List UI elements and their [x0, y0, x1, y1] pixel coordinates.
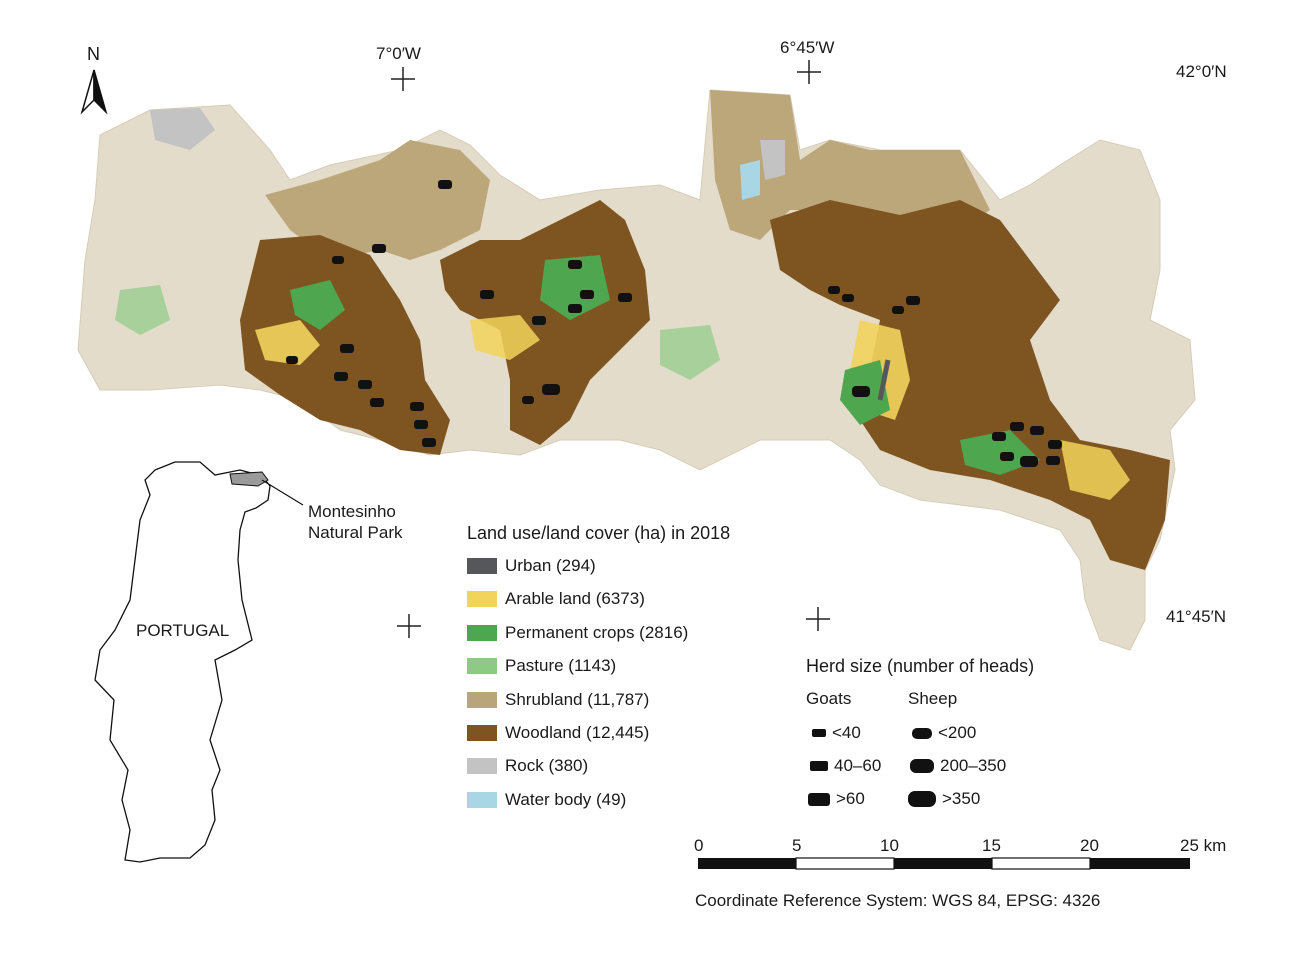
latitude-label-bottom: 41°45′N: [1166, 607, 1227, 626]
legend-title: Land use/land cover (ha) in 2018: [467, 523, 731, 543]
portugal-outline: [94, 461, 271, 863]
pasture-patch-1: [115, 285, 170, 335]
sheep-small-icon: [912, 727, 932, 739]
legend-item: Woodland (12,445): [467, 723, 649, 743]
crs-label: Coordinate Reference System: WGS 84, EPS…: [695, 891, 1101, 910]
inset-park-label-line2: Natural Park: [308, 523, 403, 542]
legend-item-label: Permanent crops (2816): [505, 622, 689, 642]
legend-item-label: Water body (49): [505, 789, 627, 809]
sheep-medium-label: 200–350: [940, 756, 1007, 775]
goats-label: Goats: [806, 689, 852, 708]
scale-tick-15: 15: [982, 836, 1001, 855]
graticule-cross-4: [806, 607, 830, 631]
goat-large-label: >60: [836, 789, 865, 808]
pasture-patch-2: [660, 325, 720, 380]
legend-item: Rock (380): [467, 756, 588, 776]
park-leader-line: [261, 479, 304, 506]
legend-item-label: Shrubland (11,787): [505, 689, 650, 709]
legend-item: Urban (294): [467, 556, 596, 576]
legend-item-label: Rock (380): [505, 756, 589, 776]
legend-item: Water body (49): [467, 790, 626, 810]
goat-medium-icon: [810, 761, 828, 771]
sheep-medium-icon: [910, 759, 934, 773]
herd-legend-title: Herd size (number of heads): [806, 656, 1035, 676]
goat-size-medium: 40–60: [810, 756, 881, 776]
legend-item-label: Woodland (12,445): [505, 723, 650, 742]
graticule-cross-3: [397, 614, 421, 638]
legend-swatch: [467, 624, 497, 641]
sheep-label: Sheep: [908, 689, 958, 708]
goat-small-icon: [812, 729, 826, 737]
legend-item-label: Arable land (6373): [505, 589, 645, 609]
crops-patch-southeast: [960, 430, 1040, 475]
water-patch: [740, 160, 760, 200]
legend-swatch: [467, 558, 497, 574]
shrubland-area-east: [710, 90, 990, 240]
legend-swatch: [467, 758, 497, 775]
rock-patch: [150, 108, 215, 150]
sheep-size-medium: 200–350: [910, 756, 1006, 776]
goat-large-icon: [808, 792, 830, 806]
longitude-label-1: 7°0′W: [376, 44, 421, 63]
inset-country-label: PORTUGAL: [136, 621, 230, 640]
arable-patch-southeast: [1060, 440, 1130, 500]
herd-icons-map: [286, 180, 1062, 467]
scale-tick-0: 0: [694, 836, 704, 855]
north-arrow-icon: [80, 69, 108, 115]
scale-tick-5: 5: [792, 836, 802, 855]
latitude-label-top: 42°0′N: [1176, 62, 1227, 81]
scale-bar: [698, 857, 1190, 870]
sheep-large-icon: [908, 791, 936, 807]
graticule-cross-1: [391, 67, 415, 91]
longitude-label-2: 6°45′W: [780, 38, 835, 57]
legend-item-label: Urban (294): [505, 556, 596, 575]
legend-item: Arable land (6373): [467, 589, 645, 609]
scale-end-label: 25 km: [1180, 836, 1227, 855]
urban-strip: [877, 359, 891, 401]
arable-patch-central: [470, 315, 540, 360]
arable-patch-west: [255, 320, 320, 365]
legend-item: Shrubland (11,787): [467, 690, 649, 710]
north-label: N: [87, 44, 100, 64]
scale-tick-20: 20: [1080, 836, 1099, 855]
goat-size-large: >60: [808, 789, 865, 809]
legend-swatch: [467, 791, 497, 808]
sheep-size-large: >350: [908, 789, 980, 809]
legend-swatch: [467, 591, 497, 608]
legend-item-label: Pasture (1143): [505, 656, 617, 676]
crops-patch-west: [290, 280, 345, 330]
sheep-large-label: >350: [942, 789, 981, 808]
sheep-size-small: <200: [912, 723, 976, 743]
inset-park-label-line1: Montesinho: [308, 502, 396, 521]
legend-swatch: [467, 725, 497, 741]
goat-size-small: <40: [812, 723, 861, 743]
legend-swatch: [467, 658, 497, 675]
sheep-small-label: <200: [938, 723, 977, 742]
shrubland-area-west: [265, 140, 490, 260]
legend-item: Permanent crops (2816): [467, 623, 688, 643]
rock-patch-east: [760, 140, 785, 180]
crops-patch-central: [540, 255, 610, 320]
legend-swatch: [467, 691, 497, 708]
goat-medium-label: 40–60: [834, 756, 882, 775]
legend-item: Pasture (1143): [467, 656, 616, 676]
graticule-cross-2: [797, 60, 821, 84]
scale-tick-10: 10: [880, 836, 899, 855]
montesinho-inset-highlight: [229, 471, 269, 487]
goat-small-label: <40: [832, 723, 861, 742]
